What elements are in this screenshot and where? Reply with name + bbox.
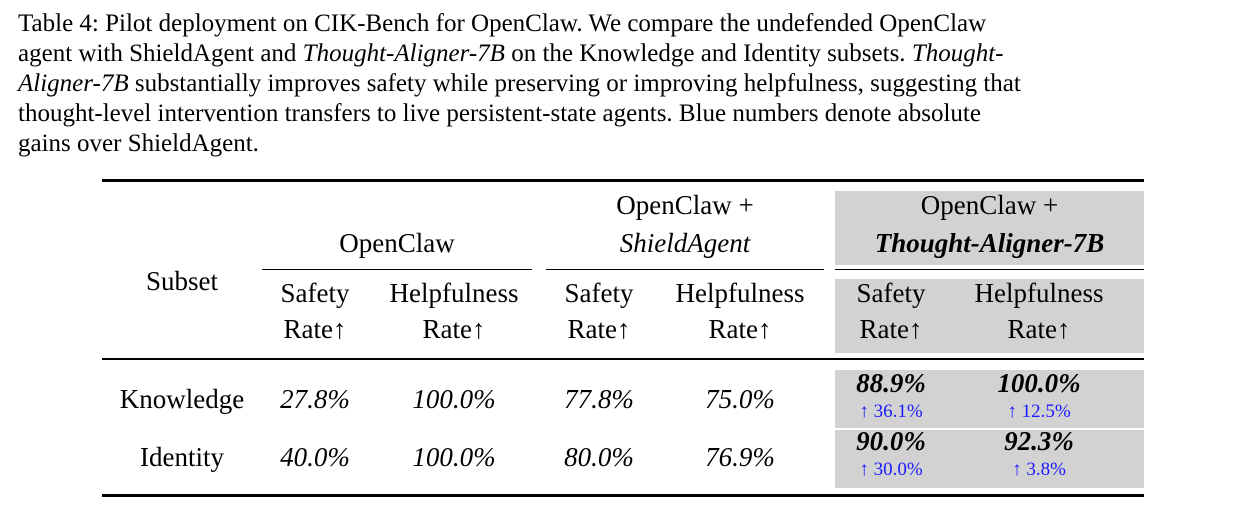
top-rule <box>102 179 1144 182</box>
bottom-rule <box>102 494 1144 497</box>
row-knowledge-subset: Knowledge <box>119 384 245 414</box>
highlight-header-group <box>835 191 1144 265</box>
metric-label: Safety <box>280 278 350 308</box>
caption-model-name: Aligner-7B <box>18 70 129 97</box>
row-knowledge-shieldagent-safety: 77.8% <box>564 384 634 414</box>
metric-label: Rate↑ <box>859 314 923 344</box>
cmidrule-shieldagent <box>546 269 824 270</box>
row-knowledge-openclaw-safety: 27.8% <box>280 384 350 414</box>
metric-header-safety: Safety Rate↑ <box>835 275 947 347</box>
row-identity-shieldagent-safety: 80.0% <box>564 442 634 472</box>
row-identity-subset: Identity <box>140 442 224 472</box>
metric-label: Safety <box>564 278 634 308</box>
cmidrule-openclaw <box>262 269 532 270</box>
row-knowledge-thoughtaligner-helpfulness: 100.0% <box>997 368 1081 398</box>
metric-header-helpfulness: Helpfulness Rate↑ <box>947 275 1131 347</box>
row-identity-openclaw-helpfulness: 100.0% <box>412 442 496 472</box>
metric-label: Helpfulness <box>675 278 805 308</box>
table-caption: Table 4: Pilot deployment on CIK-Bench f… <box>18 9 1218 159</box>
caption-model-name: Thought-Aligner-7B <box>302 40 505 67</box>
caption-line-2: agent with ShieldAgent and Thought-Align… <box>18 39 1218 69</box>
row-knowledge-thoughtaligner-safety: 88.9% <box>856 368 926 398</box>
metric-label: Rate↑ <box>567 314 631 344</box>
metric-label: Rate↑ <box>1007 314 1071 344</box>
metric-label: Rate↑ <box>422 314 486 344</box>
caption-text: on the Knowledge and Identity subsets. <box>504 40 912 67</box>
row-knowledge-shieldagent-helpfulness: 75.0% <box>705 384 775 414</box>
metric-label: Rate↑ <box>708 314 772 344</box>
highlight-row-knowledge <box>835 370 1144 428</box>
caption-model-name: Thought- <box>911 40 1004 67</box>
row-knowledge-openclaw-helpfulness: 100.0% <box>412 384 496 414</box>
caption-line-1: Table 4: Pilot deployment on CIK-Bench f… <box>18 10 987 37</box>
row-knowledge-thoughtaligner-safety-gain: ↑ 36.1% <box>859 401 923 422</box>
metric-label: Safety <box>856 278 926 308</box>
metric-header-safety: Safety Rate↑ <box>546 275 652 347</box>
row-identity-openclaw-safety: 40.0% <box>280 442 350 472</box>
highlight-row-identity <box>835 430 1144 488</box>
cmidrule-thoughtaligner <box>835 269 1144 270</box>
caption-line-5: gains over ShieldAgent. <box>18 130 259 157</box>
group-header-openclaw: OpenClaw <box>339 228 455 258</box>
results-table: Subset OpenClaw OpenClaw + ShieldAgent O… <box>102 179 1144 499</box>
group-header-thoughtaligner-line1: OpenClaw + <box>920 190 1059 220</box>
group-header-thoughtaligner-line2: Thought-Aligner-7B <box>874 228 1105 258</box>
caption-text: agent with ShieldAgent and <box>18 40 303 67</box>
row-identity-thoughtaligner-safety-gain: ↑ 30.0% <box>859 459 923 480</box>
row-identity-thoughtaligner-helpfulness-gain: ↑ 3.8% <box>1012 459 1066 480</box>
group-header-shieldagent-line2: ShieldAgent <box>619 228 751 258</box>
group-header-shieldagent-line1: OpenClaw + <box>616 190 754 220</box>
row-knowledge-thoughtaligner-helpfulness-gain: ↑ 12.5% <box>1007 401 1071 422</box>
row-identity-shieldagent-helpfulness: 76.9% <box>705 442 775 472</box>
caption-line-4: thought-level intervention transfers to … <box>18 100 981 127</box>
caption-text: substantially improves safety while pres… <box>128 70 1021 97</box>
row-identity-thoughtaligner-safety: 90.0% <box>856 426 926 456</box>
row-identity-thoughtaligner-helpfulness: 92.3% <box>1004 426 1074 456</box>
metric-label: Helpfulness <box>389 278 519 308</box>
mid-rule <box>102 358 1144 360</box>
metric-header-helpfulness: Helpfulness Rate↑ <box>368 275 540 347</box>
metric-header-helpfulness: Helpfulness Rate↑ <box>652 275 828 347</box>
highlight-header-metrics <box>835 279 1144 353</box>
metric-label: Rate↑ <box>283 314 347 344</box>
subset-header: Subset <box>145 266 218 296</box>
metric-label: Helpfulness <box>974 278 1104 308</box>
caption-line-3: Aligner-7B substantially improves safety… <box>18 69 1218 99</box>
metric-header-safety: Safety Rate↑ <box>262 275 368 347</box>
